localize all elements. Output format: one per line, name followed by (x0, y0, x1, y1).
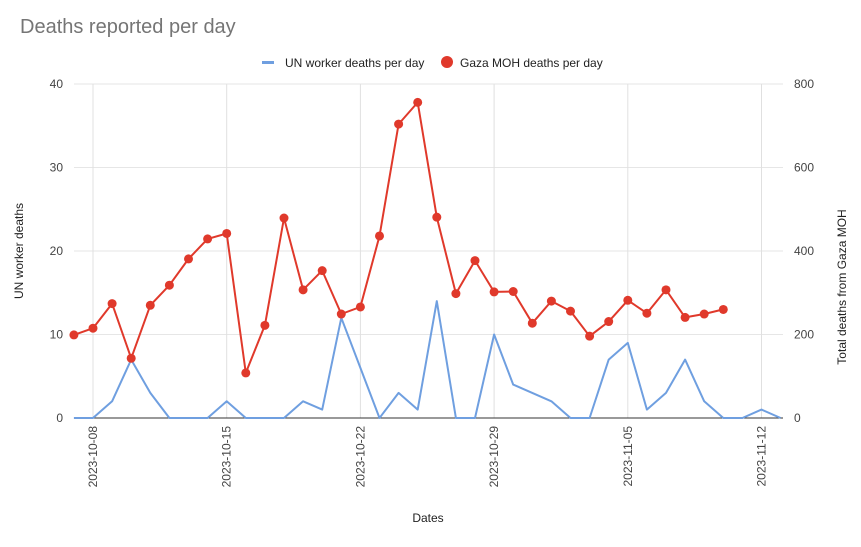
data-point (718, 304, 728, 314)
y-right-tick-label: 600 (794, 161, 814, 175)
data-point (394, 119, 404, 129)
x-axis-ticks: 2023-10-08 2023-10-15 2023-10-22 2023-10-29… (86, 426, 769, 488)
data-point (88, 323, 98, 333)
y-left-tick-label: 40 (50, 77, 64, 91)
x-tick-label: 2023-11-12 (755, 426, 769, 487)
data-point (279, 213, 289, 223)
data-point (604, 317, 614, 327)
y-right-tick-label: 200 (794, 328, 814, 342)
legend-swatch-un (262, 61, 274, 64)
y-axis-left-label: UN worker deaths (12, 203, 26, 299)
data-point (222, 228, 232, 238)
legend-label-un: UN worker deaths per day (285, 56, 424, 70)
data-point (451, 289, 461, 299)
y-right-tick-label: 0 (794, 411, 801, 425)
y-axis-left-ticks: 0 10 20 30 40 (50, 77, 64, 425)
data-point (164, 280, 174, 290)
data-point (432, 212, 442, 222)
series-layer (69, 97, 782, 419)
legend: UN worker deaths per day Gaza MOH deaths… (262, 56, 603, 70)
data-point (336, 309, 346, 319)
series-line (73, 101, 724, 374)
x-tick-label: 2023-10-08 (86, 426, 100, 488)
data-point (107, 299, 117, 309)
y-left-tick-label: 20 (50, 244, 64, 258)
y-left-tick-label: 30 (50, 161, 64, 175)
y-axis-right-ticks: 0 200 400 600 800 (794, 77, 814, 425)
data-point (260, 320, 270, 330)
data-point (184, 254, 193, 264)
data-point (317, 266, 327, 276)
y-axis-right-label: Total deaths from Gaza MOH (835, 209, 849, 364)
data-point (527, 318, 537, 328)
data-point (298, 285, 308, 295)
data-point (642, 308, 652, 318)
data-point (508, 286, 518, 296)
x-tick-label: 2023-11-05 (621, 426, 635, 487)
y-left-tick-label: 0 (56, 411, 63, 425)
x-tick-label: 2023-10-15 (220, 426, 234, 488)
data-point (566, 306, 575, 316)
y-right-tick-label: 800 (794, 77, 814, 91)
data-point (699, 309, 709, 319)
data-point (623, 295, 633, 305)
data-point (470, 256, 480, 266)
x-tick-label: 2023-10-22 (353, 426, 367, 488)
data-point (680, 312, 690, 322)
series-line (73, 300, 782, 419)
legend-label-moh: Gaza MOH deaths per day (460, 56, 603, 70)
data-point (661, 285, 671, 295)
data-point (241, 368, 251, 378)
data-point (69, 330, 79, 340)
series-0 (73, 300, 782, 419)
gridlines (74, 83, 783, 418)
chart-title: Deaths reported per day (20, 16, 236, 38)
x-tick-label: 2023-10-29 (487, 426, 501, 488)
data-point (413, 97, 423, 107)
data-point (145, 300, 155, 310)
y-right-tick-label: 400 (794, 244, 814, 258)
data-point (585, 331, 595, 341)
data-point (126, 353, 136, 363)
data-point (355, 302, 365, 312)
x-axis-label: Dates (412, 511, 443, 525)
legend-swatch-moh (441, 56, 453, 68)
data-point (489, 287, 499, 297)
series-1 (69, 97, 728, 378)
data-point (375, 231, 384, 241)
data-point (546, 296, 556, 306)
y-left-tick-label: 10 (50, 328, 64, 342)
data-point (203, 234, 213, 244)
